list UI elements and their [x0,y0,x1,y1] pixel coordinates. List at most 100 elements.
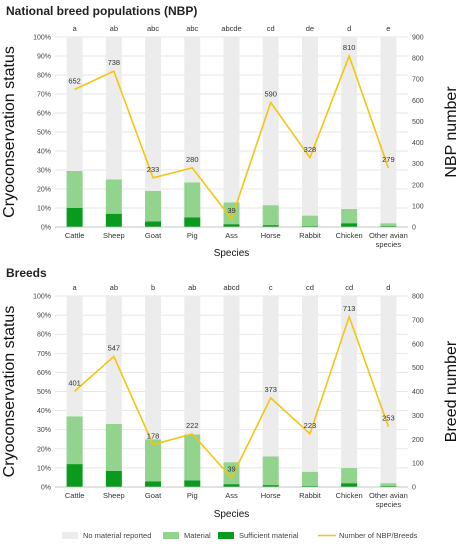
p1-y2-tick-label: 800 [412,56,424,63]
p1-x-tick-label: Ass [225,231,238,240]
panel-1: 0% 10% 20% 30% 40% 50% 60% 70% 80% 90% 100% 0 100 200… [1,24,460,259]
p1-y2-axis-title: NBP number [443,86,460,178]
p2-y-tick-label: 40% [37,408,51,415]
p2-y-tick-label: 70% [37,351,51,358]
p2-y2-tick-label: 100 [412,461,424,468]
p2-bar-sufficient [66,464,83,487]
p2-bar-material [223,462,240,485]
p2-significance-label: cd [345,283,353,292]
p1-significance-label: d [347,24,351,33]
panel-2-title: Breeds [6,266,47,280]
p2-y-tick-label: 20% [37,446,51,453]
p1-significance-label: e [386,24,390,33]
p1-bar-material [66,170,83,208]
p1-line-series [74,53,390,221]
p1-bar-sufficient [184,217,201,227]
p2-significance-label: a [73,283,78,292]
p2-significance-label: ab [188,283,196,292]
p2-bar-no-material [262,296,279,457]
p2-significance-label: b [151,283,155,292]
p1-bar-sufficient [145,221,162,227]
p1-x-tick-label: Goat [145,231,162,240]
p2-bar-sufficient [105,470,122,487]
p2-bar-material [262,456,279,486]
p1-y2-tick-label: 500 [412,119,424,126]
p1-x-tick-label: Other avian species [369,231,408,249]
p1-x-axis-title: Species [214,248,250,259]
p2-bar-material [105,423,122,471]
p2-y2-axis-title: Breed number [443,340,460,442]
p1-bar-material [341,208,358,224]
p1-y2-tick-label: 900 [412,35,424,42]
p1-bar-material [184,182,201,218]
p1-bar-material [301,215,318,227]
p2-bar-material [301,471,318,487]
p1-y2-tick-label: 700 [412,77,424,84]
p1-significance-label: abc [147,24,159,33]
p2-line-data-label: 373 [264,385,277,394]
p2-bar-no-material [184,296,201,435]
p1-line-data-label: 810 [343,43,356,52]
p1-bar-sufficient [262,225,279,227]
p2-y2-tick-label: 400 [412,389,424,396]
p1-line-data-label: 280 [186,155,199,164]
p1-line-data-label: 39 [227,206,235,215]
p1-bar-sufficient [380,226,397,227]
p2-line-data-label: 253 [382,414,395,423]
p1-bar-material [380,223,397,227]
panel-2: 0% 10% 20% 30% 40% 50% 60% 70% 80% 90% 100% 0 100 200… [1,283,460,520]
p2-x-tick-label-line: species [376,500,402,509]
legend-label-material: Material [184,531,211,540]
p2-y-tick-label: 10% [37,465,51,472]
legend-label-line: Number of NBP/Breeds [339,531,418,540]
p2-x-tick-label: Sheep [103,491,125,500]
p2-bar-material [145,439,162,482]
p1-significance-label: de [306,24,314,33]
p2-y-tick-label: 0% [41,485,51,492]
p1-line-data-label: 279 [382,155,395,164]
p2-significance-label: c [269,283,273,292]
p2-bar-sufficient [184,480,201,487]
p2-x-tick-label: Pig [187,491,198,500]
p2-y2-tick-label: 500 [412,365,424,372]
p2-y-tick-label: 60% [37,370,51,377]
p1-bar-material [105,179,122,214]
p2-y2-tick-label: 200 [412,437,424,444]
p1-significance-label: abc [186,24,198,33]
legend-swatch-no-material [62,532,78,539]
p2-line-series [74,314,390,480]
p1-y2-tick-label: 0 [412,225,416,232]
p1-bar-no-material [184,37,201,183]
p2-line-data-label: 713 [343,304,356,313]
p1-x-tick-label: Sheep [103,231,125,240]
p2-x-tick-label: Cattle [65,491,85,500]
p1-bar-no-material [145,37,162,191]
p1-y-tick-label: 0% [41,225,51,232]
p2-bar-no-material [301,296,318,472]
p2-bar-no-material [105,296,122,424]
p2-line-data-label: 401 [68,378,81,387]
p2-bar-sufficient [223,484,240,487]
p2-bar-sufficient [341,483,358,487]
p1-y-tick-label: 40% [37,149,51,156]
p2-y-tick-label: 80% [37,332,51,339]
p2-x-tick-label: Ass [225,491,238,500]
p1-line-data-label: 590 [264,89,277,98]
p2-x-axis-title: Species [214,509,250,520]
p1-bar-no-material [262,37,279,206]
p2-y-tick-label: 50% [37,389,51,396]
p2-significance-label: d [386,283,390,292]
p2-x-tick-label: Rabbit [299,491,322,500]
legend-label-no-material: No material reported [83,531,151,540]
p2-bar-material [184,434,201,481]
p2-bar-material [341,467,358,484]
p1-bar-no-material [341,37,358,209]
p2-bar-material [66,416,83,465]
p2-significance-label: abcd [223,283,239,292]
p2-bar-no-material [380,296,397,484]
p2-line-data-label: 222 [186,421,199,430]
p1-y2-tick-label: 600 [412,98,424,105]
p2-bar-sufficient [301,486,318,487]
p2-y-tick-label: 100% [33,294,51,301]
p2-line-data-label: 223 [304,421,317,430]
